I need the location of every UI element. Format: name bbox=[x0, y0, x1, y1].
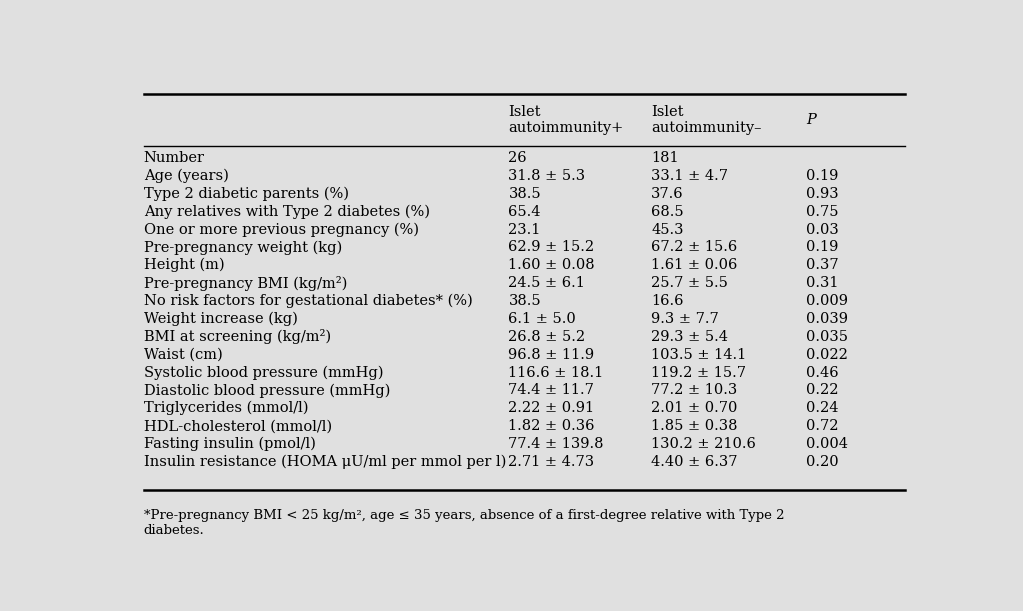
Text: 0.75: 0.75 bbox=[806, 205, 838, 219]
Text: 6.1 ± 5.0: 6.1 ± 5.0 bbox=[508, 312, 576, 326]
Text: Fasting insulin (pmol/l): Fasting insulin (pmol/l) bbox=[143, 437, 316, 452]
Text: 33.1 ± 4.7: 33.1 ± 4.7 bbox=[651, 169, 728, 183]
Text: 2.01 ± 0.70: 2.01 ± 0.70 bbox=[651, 401, 738, 415]
Text: Type 2 diabetic parents (%): Type 2 diabetic parents (%) bbox=[143, 186, 349, 201]
Text: 45.3: 45.3 bbox=[651, 222, 683, 236]
Text: 116.6 ± 18.1: 116.6 ± 18.1 bbox=[508, 365, 604, 379]
Text: Weight increase (kg): Weight increase (kg) bbox=[143, 312, 298, 326]
Text: 26.8 ± 5.2: 26.8 ± 5.2 bbox=[508, 330, 585, 344]
Text: Diastolic blood pressure (mmHg): Diastolic blood pressure (mmHg) bbox=[143, 383, 390, 398]
Text: 77.2 ± 10.3: 77.2 ± 10.3 bbox=[651, 384, 738, 397]
Text: Systolic blood pressure (mmHg): Systolic blood pressure (mmHg) bbox=[143, 365, 384, 379]
Text: 26: 26 bbox=[508, 151, 527, 165]
Text: 0.24: 0.24 bbox=[806, 401, 838, 415]
Text: Insulin resistance (HOMA μU/ml per mmol per l): Insulin resistance (HOMA μU/ml per mmol … bbox=[143, 455, 506, 469]
Text: 103.5 ± 14.1: 103.5 ± 14.1 bbox=[651, 348, 747, 362]
Text: Islet
autoimmunity–: Islet autoimmunity– bbox=[651, 105, 762, 136]
Text: 0.72: 0.72 bbox=[806, 419, 838, 433]
Text: 0.31: 0.31 bbox=[806, 276, 838, 290]
Text: Height (m): Height (m) bbox=[143, 258, 224, 273]
Text: 130.2 ± 210.6: 130.2 ± 210.6 bbox=[651, 437, 756, 451]
Text: Pre-pregnancy weight (kg): Pre-pregnancy weight (kg) bbox=[143, 240, 342, 255]
Text: 2.22 ± 0.91: 2.22 ± 0.91 bbox=[508, 401, 594, 415]
Text: 0.46: 0.46 bbox=[806, 365, 839, 379]
Text: Islet
autoimmunity+: Islet autoimmunity+ bbox=[508, 105, 624, 136]
Text: 0.19: 0.19 bbox=[806, 169, 838, 183]
Text: 0.035: 0.035 bbox=[806, 330, 848, 344]
Text: 1.82 ± 0.36: 1.82 ± 0.36 bbox=[508, 419, 595, 433]
Text: 25.7 ± 5.5: 25.7 ± 5.5 bbox=[651, 276, 728, 290]
Text: Waist (cm): Waist (cm) bbox=[143, 348, 222, 362]
Text: One or more previous pregnancy (%): One or more previous pregnancy (%) bbox=[143, 222, 418, 236]
Text: 1.61 ± 0.06: 1.61 ± 0.06 bbox=[651, 258, 738, 273]
Text: 67.2 ± 15.6: 67.2 ± 15.6 bbox=[651, 240, 738, 254]
Text: 0.039: 0.039 bbox=[806, 312, 848, 326]
Text: 0.004: 0.004 bbox=[806, 437, 848, 451]
Text: No risk factors for gestational diabetes* (%): No risk factors for gestational diabetes… bbox=[143, 294, 473, 308]
Text: 31.8 ± 5.3: 31.8 ± 5.3 bbox=[508, 169, 585, 183]
Text: 0.009: 0.009 bbox=[806, 294, 848, 308]
Text: 29.3 ± 5.4: 29.3 ± 5.4 bbox=[651, 330, 728, 344]
Text: 23.1: 23.1 bbox=[508, 222, 541, 236]
Text: 0.19: 0.19 bbox=[806, 240, 838, 254]
Text: 62.9 ± 15.2: 62.9 ± 15.2 bbox=[508, 240, 594, 254]
Text: HDL-cholesterol (mmol/l): HDL-cholesterol (mmol/l) bbox=[143, 419, 331, 433]
Text: BMI at screening (kg/m²): BMI at screening (kg/m²) bbox=[143, 329, 330, 344]
Text: 181: 181 bbox=[651, 151, 679, 165]
Text: 0.37: 0.37 bbox=[806, 258, 839, 273]
Text: 16.6: 16.6 bbox=[651, 294, 683, 308]
Text: 0.20: 0.20 bbox=[806, 455, 839, 469]
Text: Number: Number bbox=[143, 151, 205, 165]
Text: 0.22: 0.22 bbox=[806, 384, 838, 397]
Text: 0.93: 0.93 bbox=[806, 187, 839, 201]
Text: 77.4 ± 139.8: 77.4 ± 139.8 bbox=[508, 437, 604, 451]
Text: *Pre-pregnancy BMI < 25 kg/m², age ≤ 35 years, absence of a first-degree relativ: *Pre-pregnancy BMI < 25 kg/m², age ≤ 35 … bbox=[143, 508, 785, 536]
Text: 9.3 ± 7.7: 9.3 ± 7.7 bbox=[651, 312, 719, 326]
Text: Age (years): Age (years) bbox=[143, 169, 228, 183]
Text: 37.6: 37.6 bbox=[651, 187, 683, 201]
Text: 74.4 ± 11.7: 74.4 ± 11.7 bbox=[508, 384, 594, 397]
Text: Pre-pregnancy BMI (kg/m²): Pre-pregnancy BMI (kg/m²) bbox=[143, 276, 347, 291]
Text: Triglycerides (mmol/l): Triglycerides (mmol/l) bbox=[143, 401, 308, 415]
Text: 119.2 ± 15.7: 119.2 ± 15.7 bbox=[651, 365, 746, 379]
Text: P: P bbox=[806, 114, 815, 127]
Text: Any relatives with Type 2 diabetes (%): Any relatives with Type 2 diabetes (%) bbox=[143, 205, 430, 219]
Text: 38.5: 38.5 bbox=[508, 294, 541, 308]
Text: 96.8 ± 11.9: 96.8 ± 11.9 bbox=[508, 348, 594, 362]
Text: 0.03: 0.03 bbox=[806, 222, 839, 236]
Text: 2.71 ± 4.73: 2.71 ± 4.73 bbox=[508, 455, 594, 469]
Text: 65.4: 65.4 bbox=[508, 205, 541, 219]
Text: 38.5: 38.5 bbox=[508, 187, 541, 201]
Text: 68.5: 68.5 bbox=[651, 205, 683, 219]
Text: 4.40 ± 6.37: 4.40 ± 6.37 bbox=[651, 455, 738, 469]
Text: 24.5 ± 6.1: 24.5 ± 6.1 bbox=[508, 276, 585, 290]
Text: 1.60 ± 0.08: 1.60 ± 0.08 bbox=[508, 258, 595, 273]
Text: 0.022: 0.022 bbox=[806, 348, 848, 362]
Text: 1.85 ± 0.38: 1.85 ± 0.38 bbox=[651, 419, 738, 433]
